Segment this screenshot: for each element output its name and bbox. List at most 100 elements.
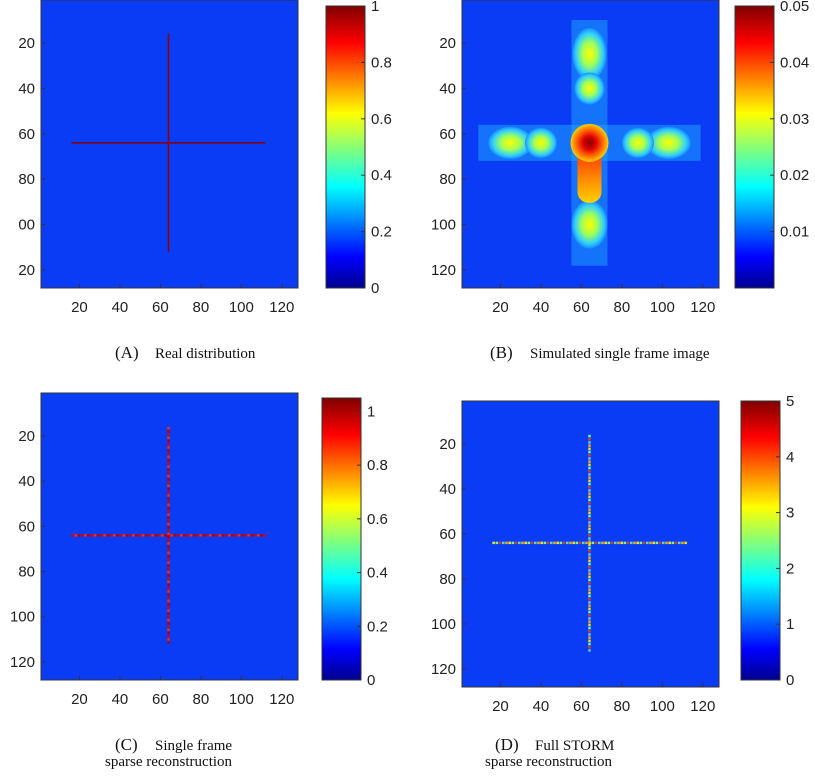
dot [160, 534, 164, 537]
dot [167, 452, 170, 456]
dot [495, 541, 499, 545]
dot [588, 597, 591, 601]
dot [196, 534, 199, 537]
colorbar-tick-label: 1 [371, 0, 379, 15]
dot [74, 534, 78, 537]
dot [517, 541, 521, 545]
panel-caption: (A) Real distribution [115, 343, 256, 362]
dot [588, 447, 591, 451]
dot [186, 534, 190, 537]
dot [103, 534, 106, 537]
xtick-label: 40 [533, 299, 550, 316]
dot [588, 636, 591, 639]
peak-spot [570, 123, 609, 162]
dot [588, 623, 591, 627]
dot [652, 541, 655, 545]
xtick-label: 60 [573, 299, 590, 316]
dot [588, 572, 591, 575]
dot [263, 534, 266, 537]
dot [157, 534, 161, 537]
heatmap-background [41, 0, 298, 288]
dot [256, 534, 260, 537]
dot [228, 534, 231, 537]
ytick-label: 80 [439, 571, 456, 588]
colorbar-tick-label: 5 [786, 393, 794, 410]
intensity-blob [572, 28, 607, 81]
panel-d: 20 40 60 80 100 120 20 40 60 80 100 120 5 4 3 2 1 0 (D) Ful… [431, 393, 794, 770]
xtick-label: 80 [614, 299, 631, 316]
dot [617, 541, 620, 545]
dot [530, 541, 534, 545]
dot [167, 426, 170, 430]
dot [588, 559, 591, 563]
dot [167, 449, 170, 452]
ytick-label: 60 [439, 526, 456, 543]
colorbar-tick-label: 0.05 [780, 0, 809, 15]
dot [167, 593, 170, 596]
dot [167, 558, 170, 561]
dot [588, 505, 591, 508]
dot [642, 541, 646, 545]
dot [167, 542, 170, 545]
dot [588, 642, 591, 646]
panel-caption: (B) Simulated single frame image [490, 343, 710, 362]
dot [681, 541, 684, 545]
caption-label: (B) [490, 343, 513, 362]
colorbar [740, 400, 781, 681]
dot [125, 534, 129, 537]
xtick-label: 100 [650, 698, 675, 715]
dot [167, 628, 170, 632]
dot [167, 638, 170, 641]
dot [170, 534, 174, 537]
axes-frame [461, 0, 720, 289]
dot [665, 541, 668, 545]
dot [588, 530, 591, 534]
dot [167, 602, 170, 606]
dot [588, 521, 591, 524]
ytick-label: 100 [431, 217, 456, 234]
dot [492, 541, 495, 545]
ytick-label: 20 [18, 428, 35, 445]
dot [167, 590, 170, 593]
colorbar [321, 397, 362, 681]
dot [533, 541, 537, 545]
dot [588, 613, 591, 617]
dot [167, 564, 170, 568]
ytick-label: 100 [10, 609, 35, 626]
dot [508, 541, 511, 545]
dot [607, 541, 611, 545]
dot [588, 546, 591, 550]
dot [167, 487, 170, 491]
dot [649, 541, 652, 545]
dot [588, 469, 591, 473]
dot [581, 541, 585, 545]
colorbar-tick-label: 1 [786, 616, 794, 633]
dot [167, 534, 170, 537]
xtick-label: 40 [112, 299, 129, 316]
caption-text: sparse reconstruction [485, 754, 613, 770]
dot [240, 534, 244, 537]
dot [100, 534, 103, 537]
dot [588, 549, 591, 553]
intensity-blob [488, 126, 533, 159]
dot [639, 541, 643, 545]
dot [588, 517, 591, 521]
dot [588, 639, 591, 643]
ytick-label: 00 [18, 217, 35, 234]
dot [588, 479, 591, 483]
xtick-label: 20 [492, 698, 509, 715]
dot [514, 541, 518, 545]
sparse-dots [492, 434, 687, 652]
dot [167, 526, 170, 529]
dot [588, 620, 591, 623]
dot [167, 609, 170, 612]
axes-frame [40, 0, 299, 289]
xtick-label: 20 [492, 299, 509, 316]
dot [167, 516, 170, 520]
colorbar-tick-label: 0.6 [371, 111, 392, 128]
colorbar-tick-label: 4 [786, 449, 794, 466]
dot [167, 497, 170, 500]
colorbar-tick-label: 0 [786, 672, 794, 689]
